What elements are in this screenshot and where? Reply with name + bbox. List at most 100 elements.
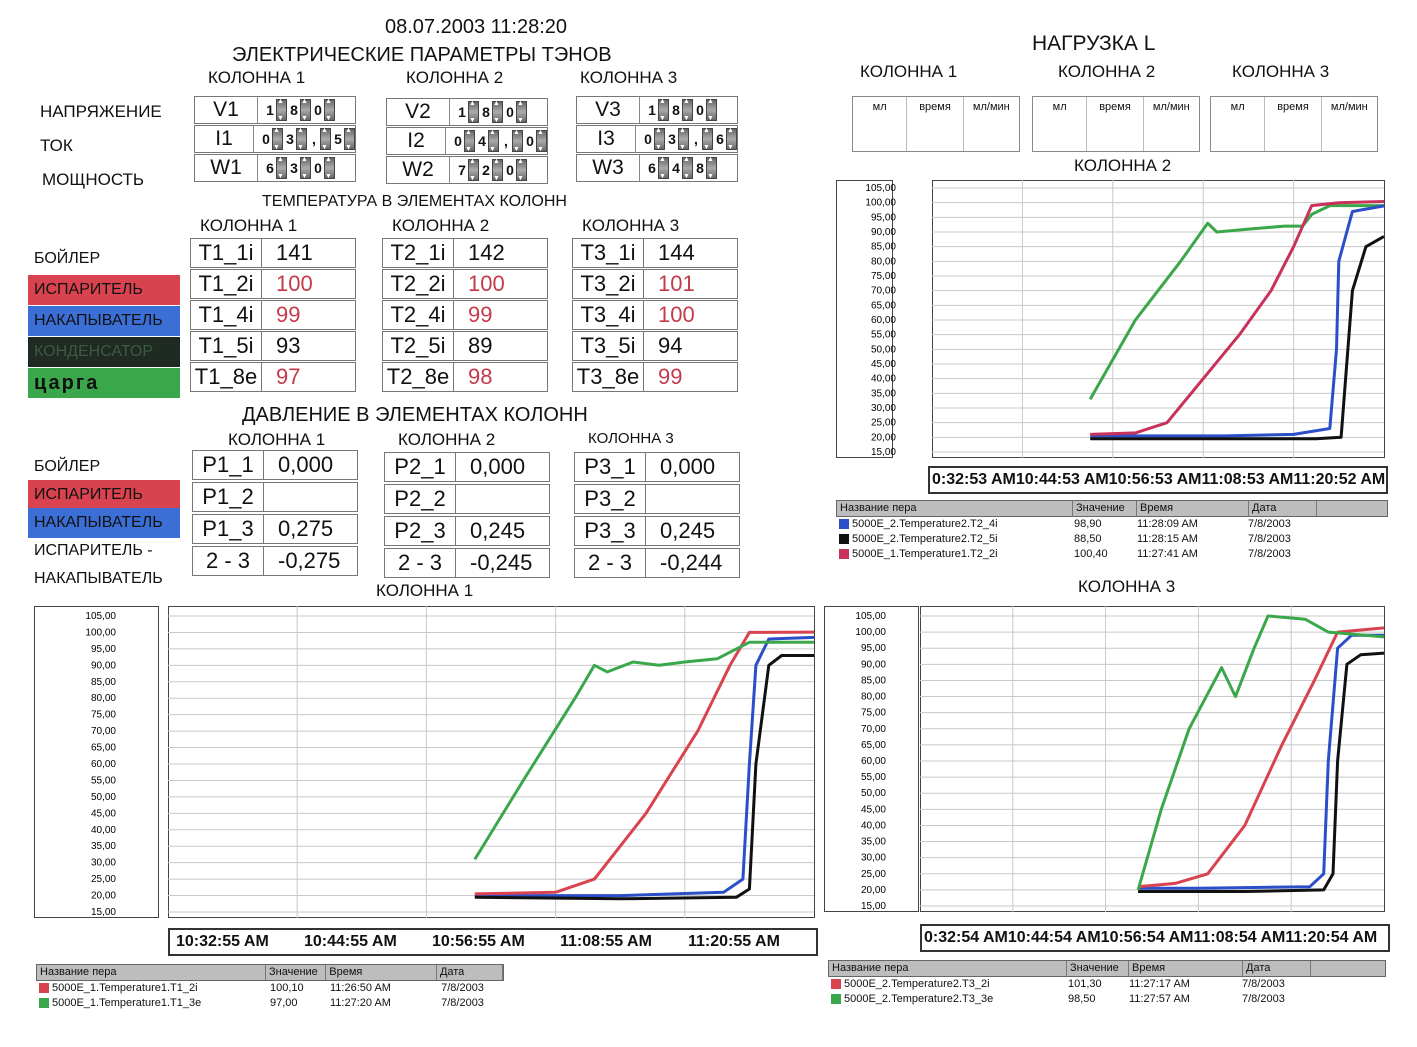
digit-spinner[interactable]: 1: [456, 100, 479, 124]
spinner-arrows-icon[interactable]: [468, 158, 479, 182]
digit-spinner[interactable]: 5: [332, 127, 355, 151]
spinner-arrows-icon[interactable]: [300, 156, 311, 180]
spinner-arrows-icon[interactable]: [300, 98, 311, 122]
temp-value: 142: [454, 238, 548, 268]
elec-title: ЭЛЕКТРИЧЕСКИЕ ПАРАМЕТРЫ ТЭНОВ: [232, 44, 612, 66]
temp-col-label-3: КОЛОННА 3: [582, 216, 680, 235]
spinner-arrows-icon[interactable]: [492, 158, 503, 182]
spinner-arrows-icon[interactable]: [682, 98, 693, 122]
x-tick-label: 10:32:55 AM: [176, 933, 269, 950]
y-tick-label: 40,00: [871, 374, 896, 385]
press-sensor-name: 2 - 3: [574, 548, 646, 578]
digit-spinner[interactable]: 0: [504, 158, 527, 182]
spinner-arrows-icon[interactable]: [296, 127, 307, 151]
spinner-arrows-icon[interactable]: [276, 156, 287, 180]
spinner-arrows-icon[interactable]: [658, 156, 669, 180]
legend-swatch-icon: [831, 994, 841, 1005]
digit-spinner[interactable]: 1: [264, 98, 287, 122]
y-tick-label: 60,00: [861, 756, 886, 767]
press-row: 2 - 3 -0,245: [384, 548, 550, 578]
digit-spinner[interactable]: 8: [670, 98, 693, 122]
digit-spinner[interactable]: 0: [260, 127, 283, 151]
digit-spinner[interactable]: 8: [694, 156, 717, 180]
digit-spinner[interactable]: 2: [480, 158, 503, 182]
chart-svg: 105,00 100,00 95,00 90,00 85,00 80,00 75,00 70,…: [824, 606, 1385, 912]
spinner-arrows-icon[interactable]: [324, 98, 335, 122]
digit-spinner[interactable]: 8: [480, 100, 503, 124]
digit-spinner[interactable]: 0: [524, 129, 547, 153]
spinner-arrows-icon[interactable]: [492, 100, 503, 124]
digit-spinner[interactable]: 3: [666, 127, 689, 151]
spinner-arrows-icon[interactable]: [512, 129, 523, 153]
digit-spinner[interactable]: 1: [646, 98, 669, 122]
spinner-arrows-icon[interactable]: [468, 100, 479, 124]
y-tick-label: 80,00: [871, 256, 896, 267]
x-tick-label: 11:08:55 AM: [560, 933, 652, 950]
digit-spinner[interactable]: 8: [288, 98, 311, 122]
spinner-arrows-icon[interactable]: [678, 127, 689, 151]
spinner-arrows-icon[interactable]: [516, 158, 527, 182]
digit-spinner[interactable]: 0: [312, 98, 335, 122]
digit-spinner[interactable]: 3: [288, 156, 311, 180]
legend-row[interactable]: 5000E_2.Temperature2.T3_3e 98,50 11:27:57 …: [828, 992, 1386, 1007]
datetime: 08.07.2003 11:28:20: [385, 16, 568, 38]
digit-spinner[interactable]: 3: [284, 127, 307, 151]
press-value: [264, 482, 358, 512]
digit-spinner[interactable]: ,: [690, 127, 713, 151]
digit-spinner[interactable]: 0: [642, 127, 665, 151]
digit-spinner[interactable]: ,: [500, 129, 523, 153]
spinner-arrows-icon[interactable]: [682, 156, 693, 180]
spinner-arrows-icon[interactable]: [344, 127, 355, 151]
spinner-arrows-icon[interactable]: [516, 100, 527, 124]
digit-value: 2: [482, 162, 490, 178]
legend-row[interactable]: 5000E_1.Temperature1.T1_3e 97,00 11:27:20 …: [36, 996, 504, 1011]
legend-row[interactable]: 5000E_2.Temperature2.T2_5i 88,50 11:28:15 …: [836, 532, 1388, 547]
digit-spinner[interactable]: 0: [312, 156, 335, 180]
digit-spinner[interactable]: 6: [646, 156, 669, 180]
legend-header-cell: Дата: [1249, 501, 1317, 516]
spinner-arrows-icon[interactable]: [276, 98, 287, 122]
temp-sensor-name: T2_2i: [382, 269, 454, 299]
legend-row[interactable]: 5000E_2.Temperature2.T3_2i 101,30 11:27:17…: [828, 977, 1386, 992]
digit-spinner-group: 648: [640, 155, 717, 181]
digit-spinner[interactable]: 6: [264, 156, 287, 180]
temp-row: T1_4i 99: [190, 300, 356, 330]
spinner-arrows-icon[interactable]: [272, 127, 283, 151]
elec-param-name: V1: [195, 97, 258, 123]
legend-row[interactable]: 5000E_1.Temperature1.T2_2i 100,40 11:27:41…: [836, 547, 1388, 562]
spinner-arrows-icon[interactable]: [654, 127, 665, 151]
digit-spinner[interactable]: 7: [456, 158, 479, 182]
temp-value: 97: [262, 362, 356, 392]
spinner-arrows-icon[interactable]: [320, 127, 331, 151]
elec-param-name: V2: [387, 99, 450, 125]
digit-spinner[interactable]: 6: [714, 127, 737, 151]
spinner-arrows-icon[interactable]: [488, 129, 499, 153]
spinner-arrows-icon[interactable]: [324, 156, 335, 180]
spinner-arrows-icon[interactable]: [706, 98, 717, 122]
spinner-arrows-icon[interactable]: [536, 129, 547, 153]
legend-swatch-icon: [839, 534, 849, 545]
digit-spinner[interactable]: 0: [452, 129, 475, 153]
press-sensor-name: P3_2: [574, 484, 646, 514]
spinner-arrows-icon[interactable]: [702, 127, 713, 151]
digit-spinner[interactable]: 4: [476, 129, 499, 153]
spinner-arrows-icon[interactable]: [658, 98, 669, 122]
legend-time: 11:28:09 AM: [1137, 518, 1198, 530]
press-col-label-3: КОЛОННА 3: [588, 430, 674, 447]
digit-spinner[interactable]: 4: [670, 156, 693, 180]
spinner-arrows-icon[interactable]: [726, 127, 737, 151]
digit-spinner[interactable]: ,: [308, 127, 331, 151]
temp-side-label: КОНДЕНСАТОР: [28, 337, 180, 367]
legend-row[interactable]: 5000E_2.Temperature2.T2_4i 98,90 11:28:09 …: [836, 517, 1388, 532]
digit-spinner[interactable]: 0: [694, 98, 717, 122]
series-line-green: [1088, 204, 1384, 400]
spinner-arrows-icon[interactable]: [464, 129, 475, 153]
spinner-arrows-icon[interactable]: [706, 156, 717, 180]
legend-row[interactable]: 5000E_1.Temperature1.T1_2i 100,10 11:26:50…: [36, 981, 504, 996]
y-tick-label: 90,00: [861, 659, 886, 670]
temp-row: T1_8e 97: [190, 362, 356, 392]
legend-header: Название пера Значение Время Дата: [36, 964, 504, 981]
digit-spinner[interactable]: 0: [504, 100, 527, 124]
digit-value: 5: [334, 131, 342, 147]
load-table-2: мл время мл/мин: [1032, 96, 1200, 152]
